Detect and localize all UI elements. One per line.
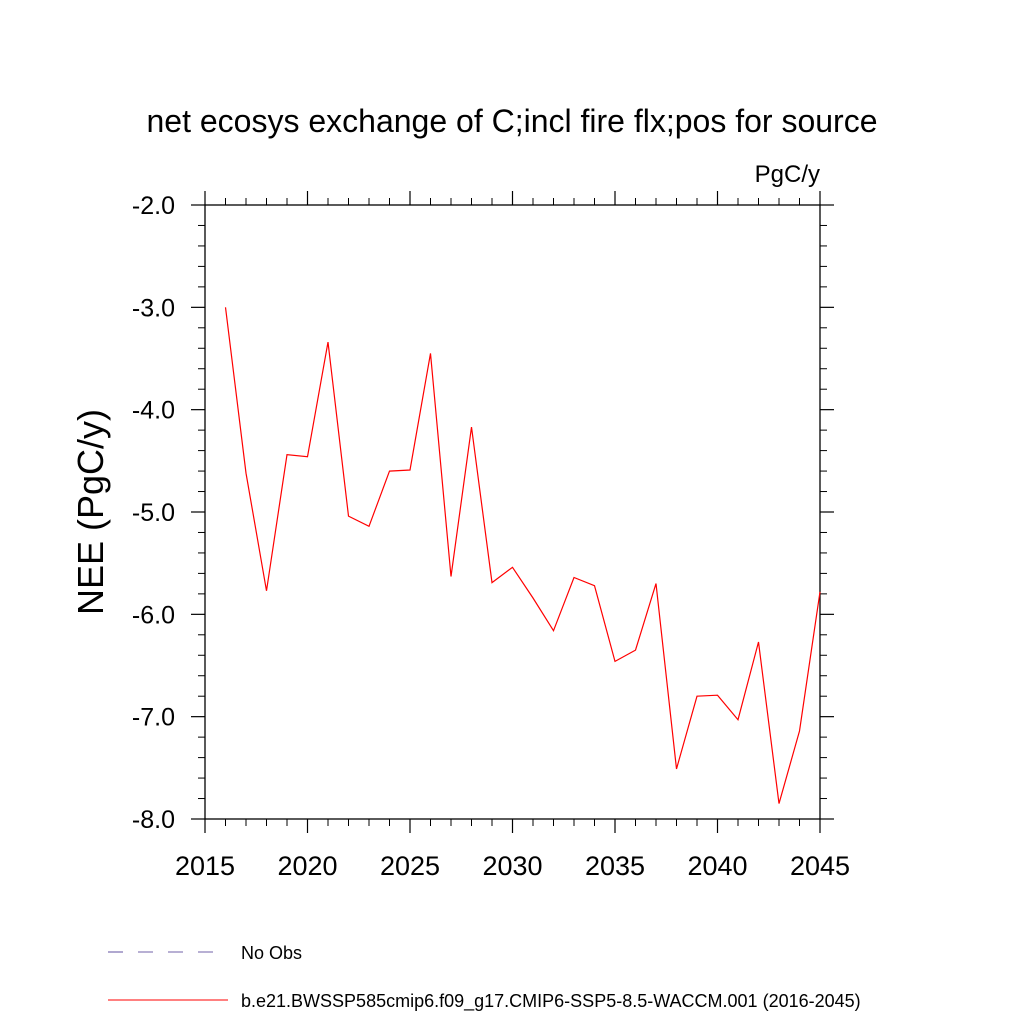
x-tick-label: 2015: [175, 851, 235, 881]
x-tick-label: 2045: [790, 851, 850, 881]
y-tick-label: -2.0: [132, 192, 175, 220]
chart-title: net ecosys exchange of C;incl fire flx;p…: [146, 103, 877, 139]
y-tick-label: -7.0: [132, 704, 175, 732]
x-tick-label: 2020: [277, 851, 337, 881]
y-tick-label: -6.0: [132, 601, 175, 629]
legend-label-0: No Obs: [241, 943, 302, 963]
x-tick-label: 2035: [585, 851, 645, 881]
axis-tick-labels: 2015 2020 2025 2030 2035 2040 2045 -8.0 -7.0 -6.0…: [132, 192, 850, 881]
series-line-0: [224, 307, 821, 804]
y-tick-label: -3.0: [132, 294, 175, 322]
x-tick-label: 2025: [380, 851, 440, 881]
axis-ticks: [191, 191, 834, 833]
legend-label-1: b.e21.BWSSP585cmip6.f09_g17.CMIP6-SSP5-8…: [241, 991, 861, 1012]
x-tick-label: 2040: [687, 851, 747, 881]
plot-frame: [204, 204, 821, 820]
y-axis-label: NEE (PgC/y): [70, 409, 111, 615]
data-series: [224, 307, 821, 804]
y-tick-label: -8.0: [132, 806, 175, 834]
legend: No Obs b.e21.BWSSP585cmip6.f09_g17.CMIP6-…: [108, 943, 861, 1012]
y-tick-label: -5.0: [132, 499, 175, 527]
y-tick-label: -4.0: [132, 397, 175, 425]
x-tick-label: 2030: [482, 851, 542, 881]
chart-units-label: PgC/y: [755, 161, 820, 188]
